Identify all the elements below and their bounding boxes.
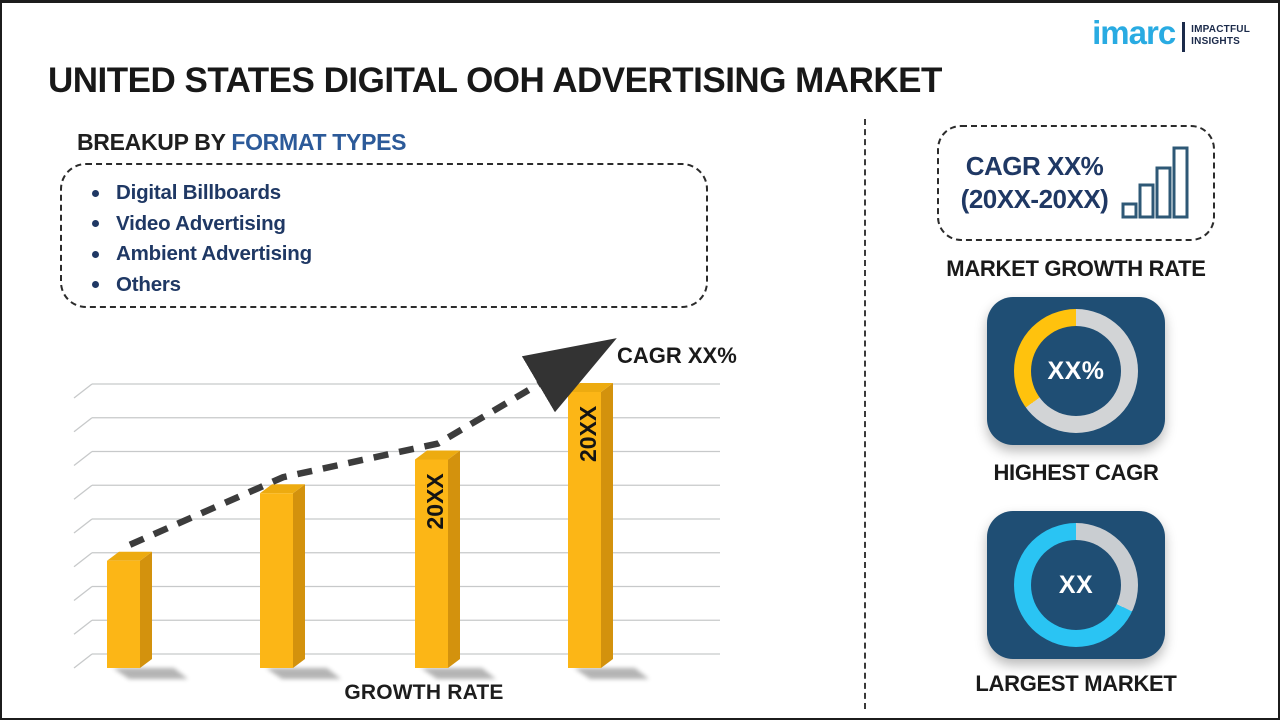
growth-box-line2: (20XX-20XX)	[960, 184, 1109, 214]
trend-cagr-label: CAGR XX%	[617, 343, 737, 368]
section-divider	[864, 119, 866, 709]
highest-cagr-donut: XX%	[1014, 309, 1138, 433]
chart-bars: 20XX 20XX	[107, 383, 649, 679]
breakup-heading-highlight: FORMAT TYPES	[231, 129, 407, 155]
format-types-list: Digital Billboards Video Advertising Ambie…	[62, 165, 706, 300]
highest-cagr-value: XX%	[1047, 356, 1105, 385]
bullet-icon	[92, 250, 99, 258]
breakup-heading-prefix: BREAKUP BY	[77, 129, 226, 155]
bullet-icon	[92, 281, 99, 289]
logo-tagline: IMPACTFUL INSIGHTS	[1191, 24, 1250, 48]
svg-text:20XX: 20XX	[575, 405, 601, 462]
imarc-logo: imarc IMPACTFUL INSIGHTS	[1092, 14, 1250, 52]
format-types-box: Digital Billboards Video Advertising Ambie…	[60, 163, 708, 308]
largest-market-card: XX	[987, 511, 1165, 659]
svg-text:20XX: 20XX	[422, 473, 448, 530]
growth-box-text: CAGR XX% (20XX-20XX)	[961, 150, 1109, 216]
format-type-item: Ambient Advertising	[92, 239, 706, 270]
logo-tagline-bottom: INSIGHTS	[1191, 36, 1240, 47]
largest-market-caption: LARGEST MARKET	[975, 671, 1177, 696]
largest-market-donut: XX	[1014, 523, 1138, 647]
chart-gridlines	[73, 383, 720, 669]
page-title: UNITED STATES DIGITAL OOH ADVERTISING MA…	[48, 61, 942, 100]
market-growth-rate-box: CAGR XX% (20XX-20XX)	[937, 125, 1215, 241]
growth-bars-icon	[1121, 146, 1189, 219]
format-type-item: Digital Billboards	[92, 178, 706, 209]
logo-separator	[1182, 22, 1186, 52]
market-growth-rate-caption: MARKET GROWTH RATE	[946, 256, 1206, 281]
format-type-item: Video Advertising	[92, 209, 706, 240]
largest-market-value: XX	[1058, 570, 1094, 599]
trend-arrow	[128, 338, 617, 548]
x-axis-label: GROWTH RATE	[344, 681, 504, 704]
donut-hole	[1031, 540, 1121, 630]
growth-box-line1: CAGR XX%	[965, 151, 1104, 181]
donut-hole	[1031, 326, 1121, 416]
bullet-icon	[92, 189, 99, 197]
breakup-heading: BREAKUP BY FORMAT TYPES	[77, 129, 407, 156]
imarc-wordmark: imarc	[1092, 14, 1176, 51]
highest-cagr-card: XX%	[987, 297, 1165, 445]
format-type-item: Others	[92, 270, 706, 301]
bullet-icon	[92, 220, 99, 228]
logo-tagline-top: IMPACTFUL	[1191, 24, 1250, 35]
highest-cagr-caption: HIGHEST CAGR	[993, 460, 1159, 485]
growth-bar-chart: 20XX 20XX	[73, 338, 720, 679]
